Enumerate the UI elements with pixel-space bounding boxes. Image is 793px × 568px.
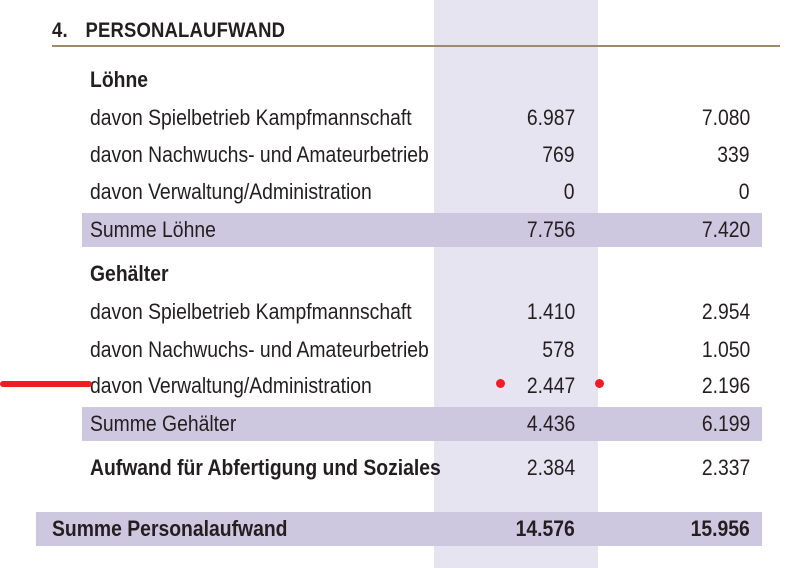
row-label: Summe Gehälter bbox=[90, 411, 237, 436]
row-label: Aufwand für Abfertigung und Soziales bbox=[90, 455, 441, 480]
value-col1: 2.384 bbox=[526, 455, 575, 480]
value-col2: 7.420 bbox=[701, 217, 750, 242]
sum-row-loehne: Summe Löhne 7.756 7.420 bbox=[82, 213, 762, 247]
value-col1: 0 bbox=[564, 179, 575, 204]
value-col1: 2.447 bbox=[526, 373, 575, 398]
red-dot-annotation bbox=[496, 379, 505, 388]
value-col2: 2.954 bbox=[701, 299, 750, 324]
table-row: davon Verwaltung/Administration 0 0 bbox=[82, 175, 762, 209]
value-col1: 769 bbox=[542, 142, 575, 167]
value-col2: 2.337 bbox=[701, 455, 750, 480]
section-number: 4. bbox=[52, 19, 68, 42]
value-col2: 7.080 bbox=[701, 105, 750, 130]
abfertigung-row: Aufwand für Abfertigung und Soziales 2.3… bbox=[82, 451, 762, 485]
group-heading-label: Löhne bbox=[90, 67, 149, 92]
value-col1: 7.756 bbox=[526, 217, 575, 242]
value-col2: 0 bbox=[739, 179, 750, 204]
total-row: Summe Personalaufwand 14.576 15.956 bbox=[36, 512, 762, 546]
value-col1: 14.576 bbox=[515, 516, 575, 541]
value-col1: 1.410 bbox=[526, 299, 575, 324]
table-row: davon Nachwuchs- und Amateurbetrieb 769 … bbox=[82, 138, 762, 172]
group-heading-gehaelter: Gehälter bbox=[82, 257, 762, 291]
value-col2: 2.196 bbox=[701, 373, 750, 398]
group-heading-label: Gehälter bbox=[90, 261, 169, 286]
row-label: davon Spielbetrieb Kampfmannschaft bbox=[90, 299, 412, 324]
value-col1: 6.987 bbox=[526, 105, 575, 130]
red-underline-annotation bbox=[0, 381, 92, 387]
row-label: Summe Löhne bbox=[90, 217, 216, 242]
row-label: davon Verwaltung/Administration bbox=[90, 179, 372, 204]
table-row: davon Nachwuchs- und Amateurbetrieb 578 … bbox=[82, 333, 762, 367]
row-label: davon Nachwuchs- und Amateurbetrieb bbox=[90, 337, 429, 362]
row-label: davon Spielbetrieb Kampfmannschaft bbox=[90, 105, 412, 130]
value-col1: 578 bbox=[542, 337, 575, 362]
value-col2: 15.956 bbox=[690, 516, 750, 541]
sum-row-gehaelter: Summe Gehälter 4.436 6.199 bbox=[82, 407, 762, 441]
row-label: Summe Personalaufwand bbox=[52, 516, 288, 541]
group-heading-loehne: Löhne bbox=[82, 63, 762, 97]
value-col2: 1.050 bbox=[701, 337, 750, 362]
value-col2: 6.199 bbox=[701, 411, 750, 436]
row-label: davon Verwaltung/Administration bbox=[90, 373, 372, 398]
current-year-column-highlight bbox=[434, 0, 598, 568]
section-title: PERSONALAUFWAND bbox=[85, 19, 286, 42]
table-row: davon Spielbetrieb Kampfmannschaft 1.410… bbox=[82, 295, 762, 329]
value-col1: 4.436 bbox=[526, 411, 575, 436]
heading-rule bbox=[52, 45, 780, 47]
red-dot-annotation bbox=[595, 379, 604, 388]
section-heading: 4. PERSONALAUFWAND bbox=[52, 14, 580, 48]
table-row-highlighted: davon Verwaltung/Administration 2.447 2.… bbox=[82, 369, 762, 403]
row-label: davon Nachwuchs- und Amateurbetrieb bbox=[90, 142, 429, 167]
value-col2: 339 bbox=[717, 142, 750, 167]
table-row: davon Spielbetrieb Kampfmannschaft 6.987… bbox=[82, 101, 762, 135]
